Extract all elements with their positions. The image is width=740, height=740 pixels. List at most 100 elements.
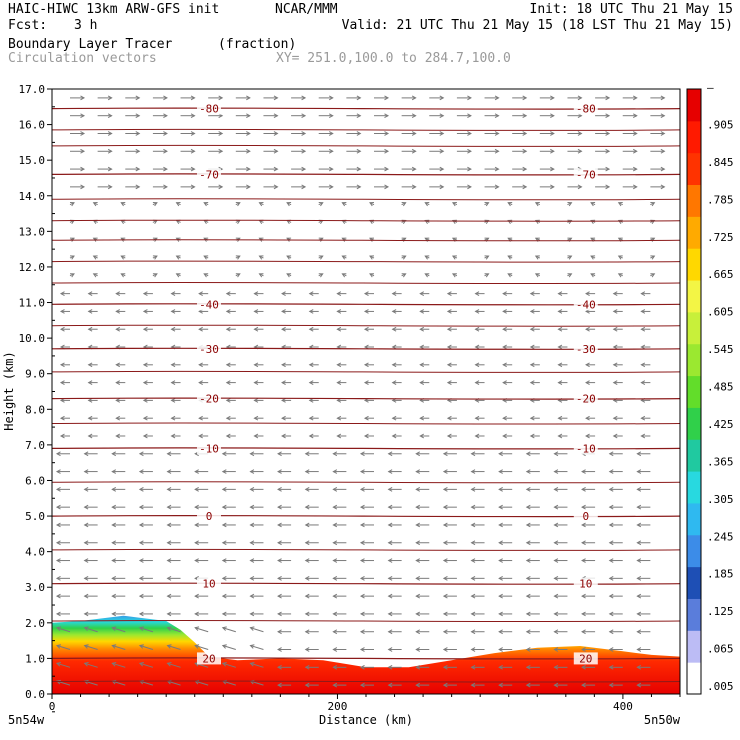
vector-arrow xyxy=(97,113,113,119)
vector-arrow xyxy=(170,380,181,385)
vector-arrow xyxy=(484,148,500,154)
vector-arrow xyxy=(87,380,98,385)
vector-arrow xyxy=(111,540,126,546)
vector-arrow xyxy=(595,113,611,119)
colorbar-swatch xyxy=(687,630,701,663)
vector-arrow xyxy=(194,487,209,492)
vector-arrow xyxy=(429,95,445,101)
vector-arrow xyxy=(286,273,292,278)
isotherm-label: -80 xyxy=(199,103,219,116)
vector-arrow xyxy=(419,380,430,385)
vector-arrow xyxy=(525,540,540,546)
vector-arrow xyxy=(83,644,98,650)
vector-arrow xyxy=(525,664,540,670)
isotherm-label: 20 xyxy=(202,652,215,665)
vector-arrow xyxy=(203,219,209,225)
vector-arrow xyxy=(529,344,540,350)
vector-arrow xyxy=(636,647,651,652)
vector-arrow xyxy=(529,362,540,368)
vector-arrow xyxy=(304,487,319,492)
vector-arrow xyxy=(125,148,141,154)
vector-arrow xyxy=(557,291,568,296)
vector-arrow xyxy=(318,273,324,278)
vector-arrow xyxy=(557,326,568,332)
vector-arrow xyxy=(553,647,568,652)
vector-arrow xyxy=(553,558,568,563)
vector-arrow xyxy=(97,166,113,172)
vector-arrow xyxy=(263,148,279,154)
vector-arrow xyxy=(332,451,347,457)
vector-arrow xyxy=(363,309,374,314)
vector-arrow xyxy=(498,629,513,635)
vector-arrow xyxy=(419,433,430,439)
vector-arrow xyxy=(208,184,224,190)
vector-arrow xyxy=(277,487,292,492)
vector-arrow xyxy=(55,540,70,546)
vector-arrow xyxy=(374,166,390,172)
isotherm-label: -30 xyxy=(199,343,219,356)
vector-arrow xyxy=(120,273,126,278)
vector-arrow xyxy=(359,611,374,617)
vector-arrow xyxy=(277,469,292,474)
vector-arrow xyxy=(498,504,513,510)
vector-arrow xyxy=(138,662,154,668)
vector-arrow xyxy=(636,451,651,457)
vector-arrow xyxy=(446,344,457,350)
vector-arrow xyxy=(581,540,596,546)
vector-arrow xyxy=(374,184,390,190)
vector-arrow xyxy=(142,398,153,403)
vector-arrow xyxy=(225,398,236,403)
vector-arrow xyxy=(258,255,264,260)
vector-arrow xyxy=(336,309,347,314)
vector-arrow xyxy=(253,309,264,314)
vector-arrow xyxy=(170,326,181,332)
vector-arrow xyxy=(446,380,457,385)
vector-arrow xyxy=(470,682,485,688)
vector-arrow xyxy=(595,131,611,136)
vector-arrow xyxy=(567,131,583,136)
vector-arrow xyxy=(332,558,347,563)
y-tick-label: 14.0 xyxy=(19,190,46,203)
vector-arrow xyxy=(612,362,623,368)
vector-arrow xyxy=(97,131,113,136)
vector-arrow xyxy=(115,415,126,421)
vector-arrow xyxy=(304,504,319,510)
vector-arrow xyxy=(470,593,485,599)
vector-arrow xyxy=(83,487,98,492)
vector-arrow xyxy=(308,415,319,421)
vector-arrow xyxy=(419,309,430,314)
xy-range: XY= 251.0,100.0 to 284.7,100.0 xyxy=(276,51,511,66)
vector-arrow xyxy=(608,575,623,581)
vector-arrow xyxy=(111,575,126,581)
vector-arrow xyxy=(111,522,126,528)
vector-arrow xyxy=(359,575,374,581)
vector-arrow xyxy=(374,148,390,154)
vector-arrow xyxy=(640,362,651,368)
vector-arrow xyxy=(70,113,86,119)
vector-arrow xyxy=(590,255,596,260)
vector-arrow xyxy=(401,166,417,172)
vector-arrow xyxy=(277,575,292,581)
vector-arrow xyxy=(308,380,319,385)
vector-arrow xyxy=(332,522,347,528)
vector-arrow xyxy=(401,131,417,136)
vector-arrow xyxy=(115,380,126,385)
isotherm-label: -20 xyxy=(576,393,596,406)
vector-arrow xyxy=(336,398,347,403)
vector-arrow xyxy=(258,202,264,207)
isotherm-line xyxy=(52,680,680,683)
vector-arrow xyxy=(253,398,264,403)
vector-arrow xyxy=(498,487,513,492)
vector-arrow xyxy=(258,219,264,225)
vector-arrow xyxy=(336,415,347,421)
vector-arrow xyxy=(498,682,513,688)
vector-arrow xyxy=(539,95,555,101)
vector-arrow xyxy=(529,326,540,332)
vector-arrow xyxy=(484,255,490,260)
vector-arrow xyxy=(341,202,347,207)
vector-arrow xyxy=(446,309,457,314)
vector-arrow xyxy=(138,626,154,633)
vector-arrow xyxy=(291,113,307,119)
colorbar-label: .905 xyxy=(707,118,734,131)
vector-arrow xyxy=(424,255,430,260)
